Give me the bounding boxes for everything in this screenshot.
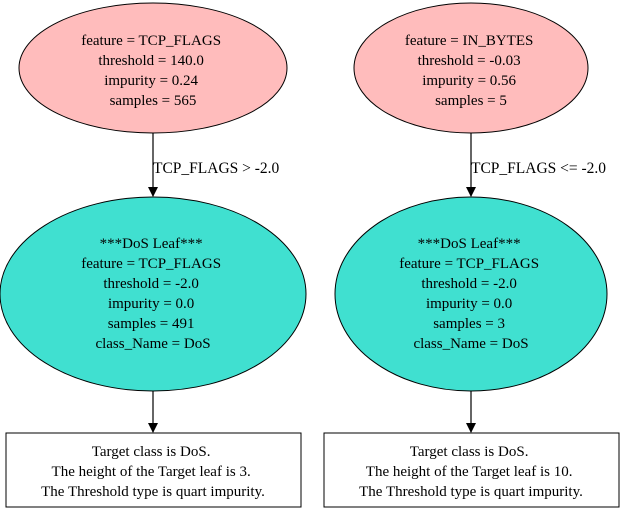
leaf-left-threshold: threshold = -2.0 xyxy=(103,276,199,292)
summary-right-height: The height of the Target leaf is 10. xyxy=(366,464,573,480)
root-right-feature: feature = IN_BYTES xyxy=(405,33,533,49)
leaf-right-impurity: impurity = 0.0 xyxy=(426,296,512,312)
leaf-left-samples: samples = 491 xyxy=(108,316,195,332)
tree-left: feature = TCP_FLAGS threshold = 140.0 im… xyxy=(0,2,307,508)
root-right-samples: samples = 5 xyxy=(435,93,507,109)
leaf-right-threshold: threshold = -2.0 xyxy=(421,276,517,292)
summary-box-left-text: Target class is DoS. The height of the T… xyxy=(41,444,265,500)
leaf-left-title: ***DoS Leaf*** xyxy=(100,236,203,252)
summary-left-height: The height of the Target leaf is 3. xyxy=(52,464,251,480)
leaf-node-right-text: ***DoS Leaf*** feature = TCP_FLAGS thres… xyxy=(399,236,543,352)
summary-box-right xyxy=(323,432,620,508)
summary-left-threshold-type: The Threshold type is quart impurity. xyxy=(41,484,265,500)
leaf-left-feature: feature = TCP_FLAGS xyxy=(81,256,221,272)
summary-right-threshold-type: The Threshold type is quart impurity. xyxy=(359,484,583,500)
tree-right: feature = IN_BYTES threshold = -0.03 imp… xyxy=(323,2,620,508)
root-left-feature: feature = TCP_FLAGS xyxy=(81,33,221,49)
leaf-node-left-text: ***DoS Leaf*** feature = TCP_FLAGS thres… xyxy=(81,236,225,352)
leaf-node-left xyxy=(0,196,307,392)
summary-right-class: Target class is DoS. xyxy=(410,444,529,460)
root-left-samples: samples = 565 xyxy=(110,93,197,109)
edge-label-right: TCP_FLAGS <= -2.0 xyxy=(471,160,606,177)
leaf-right-feature: feature = TCP_FLAGS xyxy=(399,256,539,272)
root-left-threshold: threshold = 140.0 xyxy=(98,53,204,69)
root-node-right-text: feature = IN_BYTES threshold = -0.03 imp… xyxy=(405,33,537,109)
leaf-right-title: ***DoS Leaf*** xyxy=(418,236,521,252)
summary-box-left xyxy=(5,432,302,508)
root-right-impurity: impurity = 0.56 xyxy=(422,73,516,89)
summary-box-right-text: Target class is DoS. The height of the T… xyxy=(359,444,583,500)
summary-left-class: Target class is DoS. xyxy=(92,444,211,460)
root-right-threshold: threshold = -0.03 xyxy=(418,53,521,69)
leaf-left-class: class_Name = DoS xyxy=(95,336,210,352)
edge-label-left: TCP_FLAGS > -2.0 xyxy=(153,160,280,177)
root-node-left-text: feature = TCP_FLAGS threshold = 140.0 im… xyxy=(81,33,225,109)
root-left-impurity: impurity = 0.24 xyxy=(104,73,198,89)
leaf-left-impurity: impurity = 0.0 xyxy=(108,296,194,312)
leaf-node-right xyxy=(334,196,608,392)
leaf-right-samples: samples = 3 xyxy=(433,316,505,332)
leaf-right-class: class_Name = DoS xyxy=(413,336,528,352)
